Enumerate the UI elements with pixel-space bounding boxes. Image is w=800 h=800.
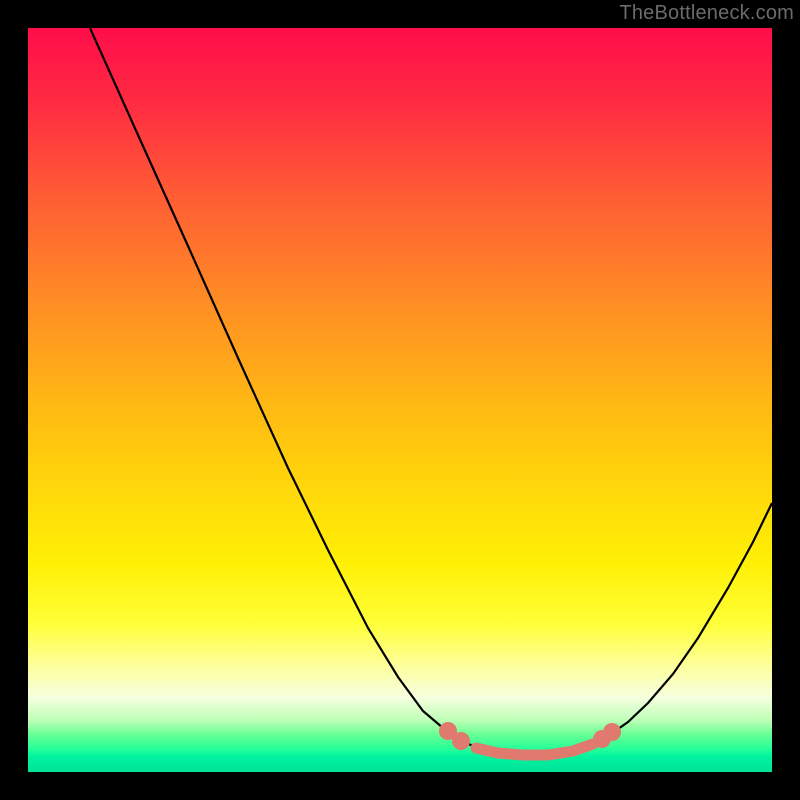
watermark-text: TheBottleneck.com <box>619 2 794 25</box>
bottleneck-plot <box>28 28 772 772</box>
optimal-range-highlight <box>476 744 593 755</box>
chart-frame: TheBottleneck.com <box>0 0 800 800</box>
highlight-dot <box>452 732 470 750</box>
highlight-dot <box>603 723 621 741</box>
bottleneck-curve <box>90 28 772 755</box>
curve-layer <box>28 28 772 772</box>
